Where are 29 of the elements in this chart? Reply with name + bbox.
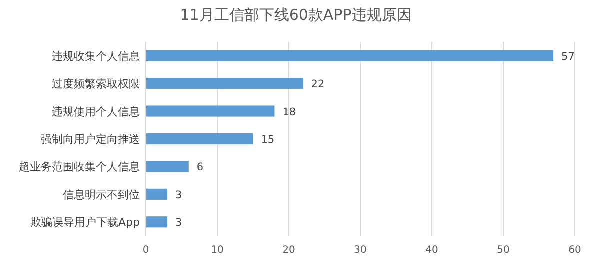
- x-tick-label: 30: [354, 245, 367, 256]
- data-label: 18: [282, 106, 296, 118]
- data-label: 57: [562, 50, 575, 63]
- x-tick-label: 60: [568, 245, 582, 256]
- x-tick-label: 10: [211, 245, 224, 256]
- x-tick-label: 40: [426, 245, 438, 256]
- y-tick-label: 违规收集个人信息: [52, 50, 140, 63]
- data-label: 3: [175, 217, 182, 230]
- bar: [146, 161, 189, 172]
- y-tick-label: 欺骗误导用户下载App: [30, 216, 140, 230]
- y-tick-label: 违规使用个人信息: [52, 105, 140, 118]
- data-label: 6: [196, 162, 204, 174]
- y-tick-label: 超业务范围收集个人信息: [19, 160, 140, 174]
- data-label: 3: [175, 189, 182, 202]
- chart-title: 11月工信部下线60款APP违规原因: [180, 6, 412, 24]
- x-tick-label: 20: [282, 245, 296, 256]
- bar: [146, 106, 275, 117]
- data-label: 22: [311, 78, 325, 91]
- y-tick-label: 强制向用户定向推送: [41, 133, 140, 146]
- y-tick-label: 信息明示不到位: [63, 188, 140, 202]
- bar: [146, 216, 168, 228]
- bar: [146, 50, 554, 62]
- data-label: 15: [261, 134, 275, 146]
- bar: [146, 133, 254, 145]
- x-tick-label: 50: [497, 245, 510, 256]
- x-tick-label: 0: [142, 245, 150, 256]
- y-tick-label: 过度频繁索取权限: [52, 78, 140, 91]
- bar: [146, 78, 304, 90]
- bar: [146, 188, 168, 200]
